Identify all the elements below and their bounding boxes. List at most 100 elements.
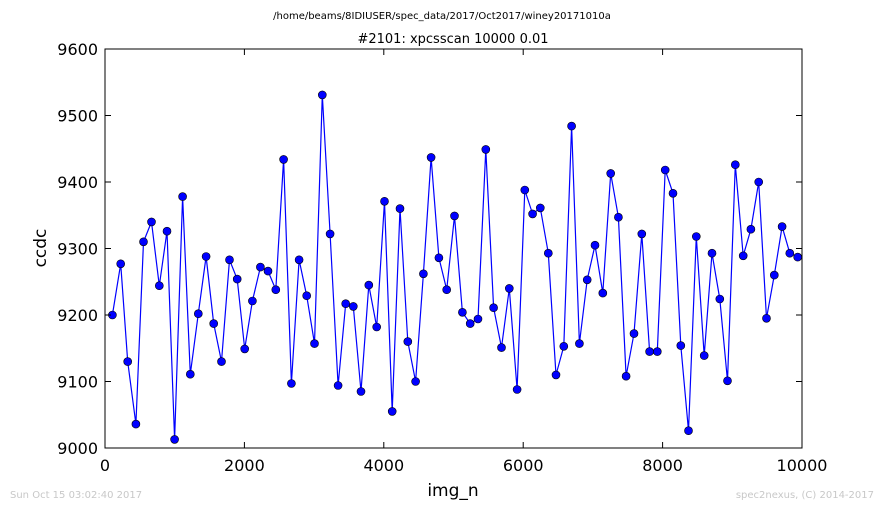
x-axis-label: img_n: [427, 481, 478, 501]
x-tick-label: 8000: [642, 456, 683, 475]
data-point: [504, 284, 514, 293]
data-point: [535, 203, 545, 213]
data-point: [194, 309, 203, 319]
data-point: [155, 281, 164, 291]
data-point: [785, 248, 795, 258]
data-point: [403, 337, 413, 346]
data-point: [543, 248, 553, 258]
data-point: [723, 376, 732, 386]
data-point: [310, 339, 319, 348]
data-point: [356, 387, 366, 396]
data-point: [645, 347, 654, 356]
data-point: [426, 153, 436, 162]
data-point: [668, 189, 678, 198]
data-point: [676, 341, 686, 350]
data-point: [590, 240, 600, 250]
data-point: [614, 212, 623, 222]
data-point: [450, 211, 459, 221]
y-tick-label: 9600: [57, 40, 98, 59]
data-point: [178, 192, 187, 201]
data-point: [348, 302, 358, 311]
data-point: [458, 307, 467, 317]
data-point: [256, 262, 265, 272]
series-line: [111, 94, 798, 440]
data-point: [559, 341, 569, 351]
data-point: [279, 155, 288, 164]
data-point: [116, 259, 125, 269]
data-point: [123, 357, 132, 366]
data-point: [364, 280, 374, 290]
data-point: [660, 165, 670, 175]
data-point: [707, 248, 717, 258]
data-point: [699, 351, 709, 360]
data-point: [248, 296, 257, 306]
data-point: [232, 274, 242, 284]
data-point: [691, 232, 701, 241]
data-point: [730, 160, 740, 169]
data-point: [317, 90, 327, 100]
data-point: [201, 252, 211, 261]
data-point: [131, 419, 141, 429]
data-point: [302, 291, 312, 301]
data-point: [746, 224, 756, 234]
y-tick-label: 9200: [57, 306, 98, 325]
y-tick-label: 9300: [57, 240, 98, 259]
y-axis: 9000 9100 9200 9300 9400 9500 9600: [57, 40, 802, 458]
data-point: [263, 266, 273, 276]
data-point: [606, 169, 616, 178]
data-point: [738, 251, 748, 261]
data-point: [575, 339, 584, 348]
data-point: [170, 435, 179, 444]
data-point: [621, 371, 631, 381]
data-point: [637, 229, 647, 239]
data-point: [341, 299, 351, 309]
data-point: [629, 329, 639, 338]
data-point: [793, 252, 802, 262]
x-axis: 0 2000 4000 6000 8000 10000: [100, 49, 828, 475]
data-point: [294, 255, 304, 265]
data-point: [380, 197, 389, 206]
data-point: [139, 237, 148, 247]
data-point: [754, 177, 764, 187]
data-point: [186, 369, 195, 379]
data-point: [497, 343, 506, 352]
data-point: [372, 322, 382, 332]
chart-title: #2101: xpcsscan 10000 0.01: [357, 32, 548, 47]
data-point: [442, 285, 452, 295]
data-point: [162, 226, 172, 236]
footer-credit: spec2nexus, (C) 2014-2017: [736, 490, 874, 501]
x-tick-label: 2000: [224, 456, 265, 475]
data-point: [715, 294, 725, 304]
y-tick-label: 9400: [57, 173, 98, 192]
data-point: [287, 379, 296, 388]
data-point: [777, 222, 787, 231]
data-point: [325, 229, 335, 239]
data-point: [395, 204, 405, 213]
data-point: [684, 426, 693, 436]
data-point: [567, 121, 576, 131]
y-tick-label: 9500: [57, 107, 98, 126]
data-point: [551, 370, 561, 380]
y-axis-label: ccdc: [31, 229, 51, 268]
data-point: [240, 344, 249, 354]
data-point: [652, 347, 662, 356]
data-point: [225, 255, 234, 265]
x-tick-label: 10000: [777, 456, 828, 475]
data-point: [473, 314, 483, 324]
x-tick-label: 6000: [503, 456, 544, 475]
data-point: [271, 285, 281, 295]
data-point: [582, 275, 592, 285]
data-point: [598, 288, 608, 298]
x-tick-label: 4000: [363, 456, 404, 475]
data-point: [520, 185, 530, 195]
x-tick-label: 0: [100, 456, 110, 475]
data-point: [411, 377, 420, 386]
data-point: [209, 319, 218, 328]
footer-timestamp: Sun Oct 15 03:02:40 2017: [10, 490, 142, 501]
data-point: [481, 145, 491, 154]
data-point: [434, 253, 444, 263]
data-point: [419, 269, 428, 279]
data-point: [528, 209, 537, 219]
data-point: [217, 357, 226, 366]
